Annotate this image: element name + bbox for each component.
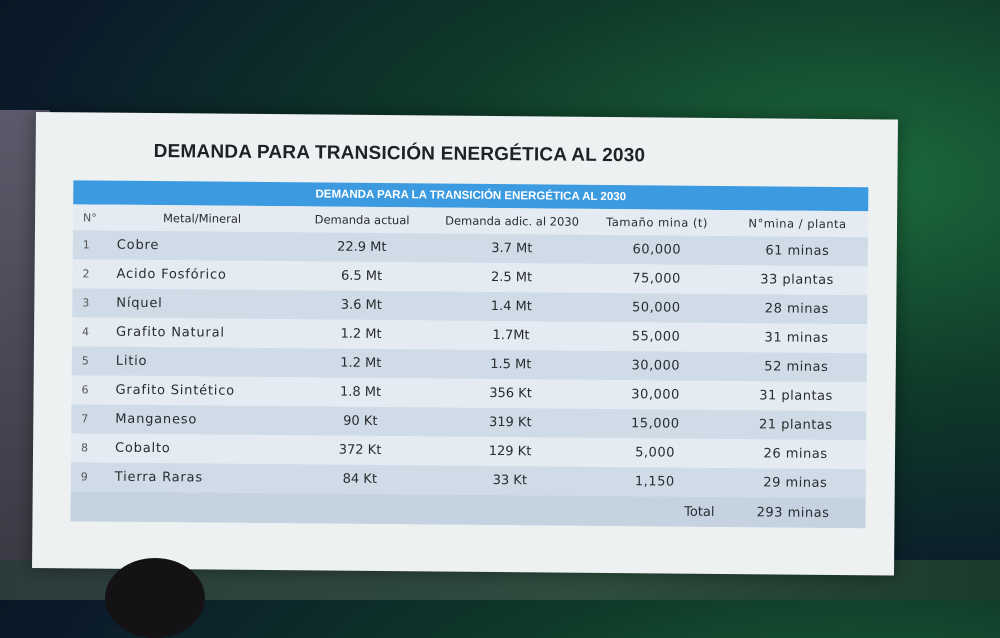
demand-table: DEMANDA PARA LA TRANSICIÓN ENERGÉTICA AL…	[70, 180, 869, 529]
row-demanda-adic: 3.7 Mt	[491, 240, 533, 257]
row-demanda-actual: 90 Kt	[343, 413, 378, 429]
presentation-slide: DEMANDA PARA TRANSICIÓN ENERGÉTICA AL 20…	[32, 112, 898, 576]
row-num: 1	[82, 238, 90, 252]
row-tamano-mina: 1,150	[634, 474, 675, 490]
row-nmina-planta: 28 minas	[764, 301, 829, 317]
row-nmina-planta: 26 minas	[763, 446, 828, 462]
row-demanda-adic: 356 Kt	[489, 385, 532, 402]
header-num: N°	[83, 210, 97, 225]
row-tamano-mina: 60,000	[632, 242, 682, 258]
header-demanda-adic: Demanda adic. al 2030	[445, 213, 580, 229]
row-num: 9	[80, 470, 88, 484]
total-label: Total	[684, 504, 715, 520]
row-tamano-mina: 30,000	[631, 358, 681, 374]
header-demanda-actual: Demanda actual	[314, 212, 410, 228]
row-nmina-planta: 61 minas	[765, 243, 830, 259]
header-tamano-mina: Tamaño mina (t)	[606, 214, 709, 230]
row-demanda-actual: 22.9 Mt	[337, 239, 387, 256]
row-nmina-planta: 52 minas	[764, 359, 829, 375]
row-demanda-adic: 1.4 Mt	[490, 298, 532, 315]
row-nmina-planta: 31 minas	[764, 330, 829, 346]
row-demanda-actual: 3.6 Mt	[340, 297, 382, 314]
row-tamano-mina: 15,000	[630, 416, 680, 432]
total-value: 293 minas	[756, 504, 830, 521]
audience-head-silhouette	[105, 558, 205, 638]
row-demanda-adic: 1.5 Mt	[490, 356, 532, 373]
row-metal: Grafito Natural	[116, 324, 225, 341]
row-nmina-planta: 29 minas	[763, 475, 828, 491]
row-metal: Tierra Raras	[114, 469, 203, 486]
row-demanda-adic: 129 Kt	[488, 443, 532, 460]
row-demanda-actual: 84 Kt	[342, 471, 378, 487]
row-num: 4	[82, 325, 90, 339]
row-demanda-adic: 2.5 Mt	[490, 269, 533, 286]
row-tamano-mina: 55,000	[631, 329, 681, 345]
header-nmina-planta: N°mina / planta	[748, 216, 847, 232]
row-nmina-planta: 21 plantas	[758, 417, 833, 433]
row-metal: Cobre	[116, 237, 160, 254]
row-demanda-adic: 1.7Mt	[492, 327, 530, 344]
row-tamano-mina: 50,000	[631, 300, 681, 316]
row-metal: Manganeso	[115, 411, 198, 428]
header-metal: Metal/Mineral	[162, 211, 242, 226]
row-demanda-adic: 319 Kt	[488, 414, 532, 431]
row-metal: Acido Fosfórico	[116, 266, 227, 283]
slide-title: DEMANDA PARA TRANSICIÓN ENERGÉTICA AL 20…	[153, 141, 646, 167]
row-tamano-mina: 75,000	[632, 271, 681, 287]
row-tamano-mina: 5,000	[635, 445, 675, 461]
row-metal: Litio	[115, 353, 148, 369]
row-demanda-actual: 372 Kt	[338, 442, 382, 459]
row-num: 3	[82, 296, 90, 310]
row-demanda-actual: 1.2 Mt	[340, 355, 382, 372]
table-total-row: Total 293 minas	[70, 491, 866, 529]
row-metal: Níquel	[116, 295, 163, 312]
row-num: 6	[81, 383, 89, 397]
row-num: 5	[81, 354, 89, 368]
row-demanda-actual: 6.5 Mt	[340, 268, 383, 285]
row-num: 7	[81, 412, 89, 426]
row-demanda-actual: 1.2 Mt	[340, 326, 382, 343]
row-tamano-mina: 30,000	[631, 387, 680, 403]
row-demanda-adic: 33 Kt	[492, 472, 528, 489]
row-num: 2	[82, 267, 90, 281]
row-nmina-planta: 33 plantas	[760, 272, 834, 288]
row-nmina-planta: 31 plantas	[759, 388, 833, 404]
row-metal: Cobalto	[115, 440, 171, 457]
row-demanda-actual: 1.8 Mt	[339, 384, 382, 401]
row-num: 8	[81, 441, 89, 455]
row-metal: Grafito Sintético	[115, 382, 236, 399]
